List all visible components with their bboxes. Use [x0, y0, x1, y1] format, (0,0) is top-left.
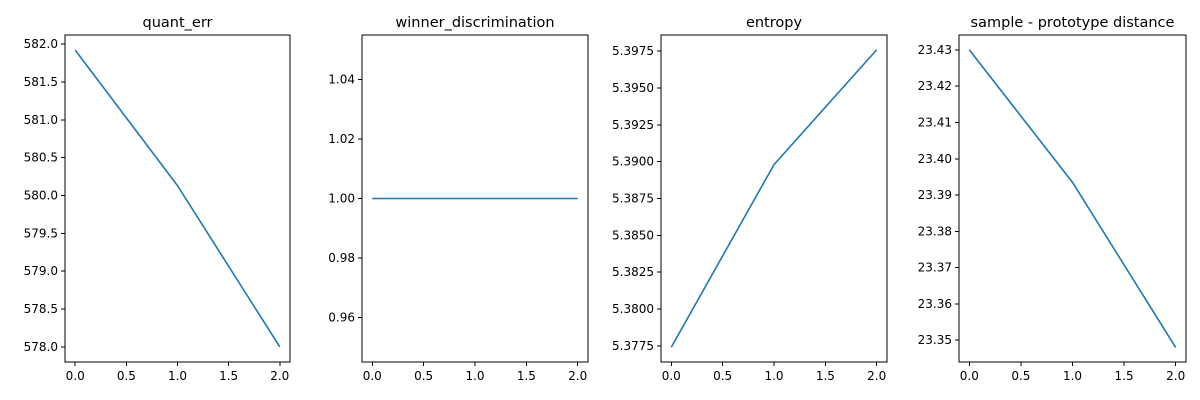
chart-title: winner_discrimination: [395, 15, 554, 31]
y-tick-label: 582.0: [24, 37, 58, 51]
y-tick-label: 23.41: [918, 115, 952, 129]
y-axis: 0.96 0.98 1.00 1.02 1.04: [328, 73, 362, 324]
x-axis: 0.0 0.5 1.0 1.5 2.0: [662, 362, 886, 383]
y-tick-label: 5.3925: [612, 118, 654, 132]
x-tick-label: 2.0: [568, 369, 587, 383]
y-tick-label: 578.5: [24, 302, 58, 316]
x-tick-label: 0.0: [363, 369, 382, 383]
x-tick-label: 2.0: [270, 369, 289, 383]
x-tick-label: 1.5: [1115, 369, 1134, 383]
y-tick-label: 23.43: [918, 43, 952, 57]
y-tick-label: 5.3850: [612, 228, 654, 242]
subplot-winner-discrimination: winner_discrimination 0.0 0.5 1.0 1.5 2.0 0.…: [328, 15, 589, 383]
x-tick-label: 2.0: [867, 369, 886, 383]
chart-title: quant_err: [143, 15, 213, 31]
y-tick-label: 5.3875: [612, 192, 654, 206]
y-tick-label: 581.0: [24, 113, 58, 127]
y-tick-label: 23.37: [918, 261, 952, 275]
y-tick-label: 5.3900: [612, 155, 654, 169]
y-tick-label: 0.98: [328, 251, 355, 265]
x-tick-label: 0.5: [414, 369, 433, 383]
x-tick-label: 1.0: [465, 369, 484, 383]
y-tick-label: 579.5: [24, 226, 58, 240]
y-tick-label: 1.04: [328, 73, 355, 87]
subplot-entropy: entropy 0.0 0.5 1.0 1.5 2.0 5.3775 5.3800 5.38…: [612, 15, 888, 383]
y-tick-label: 5.3775: [612, 339, 654, 353]
y-tick-label: 5.3950: [612, 81, 654, 95]
x-tick-label: 1.0: [168, 369, 187, 383]
y-tick-label: 23.42: [918, 79, 952, 93]
x-axis: 0.0 0.5 1.0 1.5 2.0: [960, 362, 1185, 383]
y-tick-label: 23.35: [918, 333, 952, 347]
x-tick-label: 0.5: [1011, 369, 1030, 383]
x-tick-label: 0.5: [117, 369, 136, 383]
x-tick-label: 0.0: [662, 369, 681, 383]
y-tick-label: 23.39: [918, 188, 952, 202]
y-tick-label: 580.5: [24, 151, 58, 165]
y-tick-label: 5.3800: [612, 302, 654, 316]
x-tick-label: 1.5: [816, 369, 835, 383]
x-tick-label: 1.0: [1063, 369, 1082, 383]
y-tick-label: 580.0: [24, 188, 58, 202]
chart-title: entropy: [746, 15, 803, 31]
y-axis: 5.3775 5.3800 5.3825 5.3850 5.3875 5.3900 5.39…: [612, 44, 661, 353]
x-tick-label: 0.0: [66, 369, 85, 383]
x-axis: 0.0 0.5 1.0 1.5 2.0: [363, 362, 587, 383]
y-axis: 23.35 23.36 23.37 23.38 23.39 23.40 23.41 23.42…: [918, 43, 959, 347]
subplot-sample-prototype-distance: sample - prototype distance 0.0 0.5 1.0 1.5…: [918, 15, 1187, 383]
x-tick-label: 0.0: [960, 369, 979, 383]
y-tick-label: 23.40: [918, 152, 952, 166]
y-axis: 578.0 578.5 579.0 579.5 580.0 580.5 581.0 581.5…: [24, 37, 65, 354]
chart-title: sample - prototype distance: [971, 15, 1175, 31]
y-tick-label: 1.02: [328, 132, 355, 146]
x-tick-label: 2.0: [1166, 369, 1185, 383]
y-tick-label: 23.36: [918, 297, 952, 311]
x-axis: 0.0 0.5 1.0 1.5 2.0: [66, 362, 289, 383]
y-tick-label: 5.3975: [612, 44, 654, 58]
y-tick-label: 1.00: [328, 192, 355, 206]
series-line: [968, 49, 1177, 348]
y-tick-label: 0.96: [328, 310, 355, 324]
series-line: [74, 49, 281, 348]
y-tick-label: 579.0: [24, 264, 58, 278]
y-tick-label: 5.3825: [612, 265, 654, 279]
x-tick-label: 1.5: [219, 369, 238, 383]
x-tick-label: 0.5: [713, 369, 732, 383]
x-tick-label: 1.0: [764, 369, 783, 383]
y-tick-label: 581.5: [24, 75, 58, 89]
series-line: [670, 49, 878, 348]
subplot-quant-err: quant_err 0.0 0.5 1.0 1.5 2.0 578.0 578.5 579.…: [24, 15, 291, 383]
y-tick-label: 23.38: [918, 224, 952, 238]
x-tick-label: 1.5: [517, 369, 536, 383]
y-tick-label: 578.0: [24, 340, 58, 354]
